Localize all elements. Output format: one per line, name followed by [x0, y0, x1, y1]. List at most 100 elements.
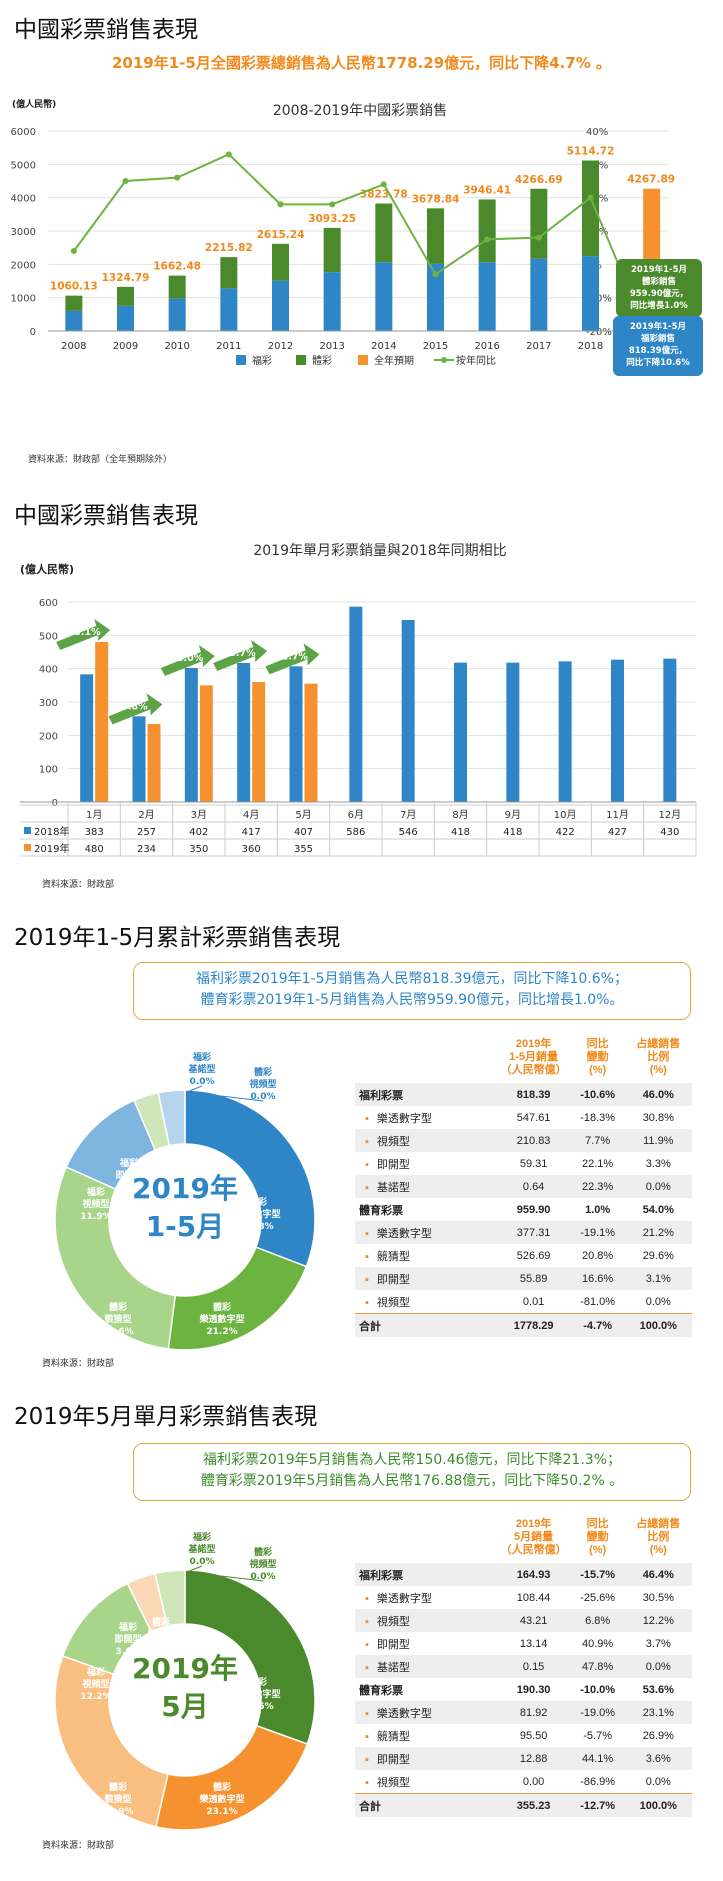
bullet-icon: ▪	[365, 1227, 369, 1240]
chart1-xtick: 2010	[164, 341, 189, 352]
chart2-bar-2019	[199, 685, 213, 802]
table-row: ▪ 視頻型 0.00 -86.9% 0.0%	[355, 1770, 692, 1794]
table-row: 福利彩票 164.93 -15.7% 46.4%	[355, 1563, 692, 1586]
ytd-sales-table: 2019年 1-5月銷量 （人民幣億） 同比 變動 (%) 占總銷售 比例 (%) 福利彩票 818…	[355, 1032, 692, 1337]
may-sales-table: 2019年 5月銷量 （人民幣億） 同比 變動 (%) 占總銷售 比例 (%) 福利彩票 164.9…	[355, 1512, 692, 1817]
table-cell: -19.1%	[570, 1221, 625, 1244]
chart1-bar-welfare	[323, 272, 341, 331]
donut-slice-label: 21.2%	[206, 1327, 237, 1337]
chart2-legend-swatch	[24, 844, 31, 851]
chart1-total-label: 4266.69	[515, 174, 563, 186]
chart2-arrow-label: -12.7%	[271, 651, 308, 662]
table-cell: -18.3%	[580, 1111, 616, 1124]
table-cell: 0.01	[522, 1295, 545, 1308]
table-cell: 55.89	[496, 1267, 571, 1290]
table-cell: 22.1%	[582, 1157, 614, 1170]
chart1-legend-label: 福彩	[252, 354, 272, 367]
chart2-xtick: 7月	[400, 809, 416, 821]
table-header-cell: 占總銷售 比例 (%)	[636, 1038, 681, 1076]
table-cell: 0.00	[522, 1775, 545, 1788]
table-header-cell: 2019年 1-5月銷量 （人民幣億）	[500, 1038, 567, 1076]
table-cell: 13.14	[519, 1637, 548, 1650]
section1-source: 資料來源：財政部（全年預期除外）	[28, 455, 173, 465]
ytd-donut-center-line2: 1-5月	[145, 1210, 225, 1243]
bullet-icon: ▪	[365, 1753, 369, 1766]
table-row-label: ▪ 基諾型	[355, 1175, 497, 1198]
table-row: ▪ 競猜型 526.69 20.8% 29.6%	[355, 1244, 692, 1267]
chart1-bar-sports	[478, 199, 496, 263]
chart2-xtick: 8月	[452, 809, 468, 821]
chart1-callout-text: 2019年1-5月	[631, 264, 687, 275]
chart1-bar-welfare	[478, 262, 496, 331]
table-cell: 12.88	[496, 1747, 571, 1770]
chart2-arrow-shape	[108, 693, 163, 725]
table-cell: 26.9%	[642, 1729, 674, 1742]
table-header-cell: 同比 變動 (%)	[586, 1518, 609, 1556]
donut-slice-label: 3.7%	[149, 1642, 174, 1652]
donut-leader-line	[186, 1091, 264, 1102]
chart1-total-label: 3093.25	[308, 213, 356, 225]
table-cell: 3.7%	[645, 1637, 671, 1650]
bullet-icon: ▪	[365, 1296, 369, 1309]
chart1-yoy-point	[535, 234, 542, 241]
donut-slice-label: 福彩	[192, 1531, 211, 1543]
chart1-yoy-point	[484, 236, 491, 243]
table-row: ▪ 視頻型 43.21 6.8% 12.2%	[355, 1609, 692, 1632]
bullet-icon: ▪	[365, 1707, 369, 1720]
table-cell: 0.0%	[645, 1775, 671, 1788]
chart2-value-2018: 418	[451, 827, 470, 838]
table-row-label: 福利彩票	[355, 1083, 497, 1106]
table-cell: 46.4%	[624, 1563, 692, 1586]
bullet-icon: ▪	[365, 1730, 369, 1743]
donut-slice-label: 即開型	[114, 1633, 141, 1645]
table-cell: 21.2%	[624, 1221, 692, 1244]
chart1-ytick: 4000	[11, 194, 36, 205]
donut-slice-label: 福彩	[118, 1621, 137, 1633]
table-row: ▪ 即開型 59.31 22.1% 3.3%	[355, 1152, 692, 1175]
donut-slice-label: 競猜型	[104, 1793, 131, 1805]
chart2-ytick: 600	[39, 598, 58, 609]
table-cell: -5.7%	[583, 1729, 612, 1742]
may-share-donut: 福彩樂透數字型30.5%體彩樂透數字型23.1%體彩競猜型26.9%福彩視頻型1…	[54, 1531, 316, 1831]
chart1-total-label: 2215.82	[205, 242, 253, 254]
table-cell: 54.0%	[642, 1203, 674, 1216]
section3-summary-line1: 福利彩票2019年1-5月銷售為人民幣818.39億元，同比下降10.6%；	[196, 971, 628, 987]
table-row: ▪ 樂透數字型 81.92 -19.0% 23.1%	[355, 1701, 692, 1724]
table-cell: 0.0%	[645, 1295, 671, 1308]
chart1-total-label: 3678.84	[412, 193, 460, 205]
table-row: 體育彩票 190.30 -10.0% 53.6%	[355, 1678, 692, 1701]
section3-title: 2019年1-5月累計彩票銷售表現	[14, 925, 341, 951]
may-donut-center: 2019年 5月	[110, 1650, 260, 1726]
chart1-total-label: 2615.24	[257, 229, 305, 241]
chart2-arrow-shape	[265, 643, 320, 675]
donut-slice-label: 體彩	[109, 1301, 127, 1313]
may-donut-center-line1: 2019年	[132, 1652, 238, 1685]
chart1-legend-swatch	[236, 355, 246, 365]
chart2-value-2018: 407	[294, 827, 313, 838]
table-cell: 100.0%	[624, 1793, 692, 1817]
chart2-ytick: 0	[52, 798, 58, 809]
chart2-arrow-shape	[160, 645, 215, 676]
table-cell: 20.8%	[582, 1249, 614, 1262]
section4-summary-line1: 福利彩票2019年5月銷售為人民幣150.46億元，同比下降21.3%；	[203, 1452, 621, 1468]
table-cell: 377.31	[496, 1221, 571, 1244]
donut-slice-label: 體彩	[254, 1066, 272, 1078]
section2-title: 中國彩票銷售表現	[14, 503, 198, 529]
ytd-donut-center-line1: 2019年	[132, 1172, 238, 1205]
section4-summary-line2: 體育彩票2019年5月銷售為人民幣176.88億元，同比下降50.2% 。	[200, 1473, 624, 1489]
chart2-arrow-label: -13.0%	[166, 653, 203, 664]
table-row-label: 合計	[355, 1313, 497, 1337]
donut-slice-label: 基諾型	[187, 1543, 215, 1555]
chart2-bar-2018	[611, 659, 624, 802]
table-row: 合計 1778.29 -4.7% 100.0%	[355, 1313, 692, 1337]
donut-slice-label: 3.6%	[116, 1647, 141, 1657]
chart1-legend-label: 全年預期	[374, 354, 414, 367]
chart2-ytick: 300	[39, 698, 58, 709]
table-cell: 46.0%	[624, 1083, 692, 1106]
chart2-xtick: 1月	[86, 809, 102, 821]
chart2-growth-arrow	[160, 645, 215, 676]
donut-slice-label: 體彩	[109, 1781, 127, 1793]
chart1-xtick: 2018	[578, 341, 603, 352]
section3-summary-line2: 體育彩票2019年1-5月銷售為人民幣959.90億元，同比增長1.0%。	[200, 992, 624, 1008]
donut-slice-label: 福彩	[248, 1676, 267, 1688]
